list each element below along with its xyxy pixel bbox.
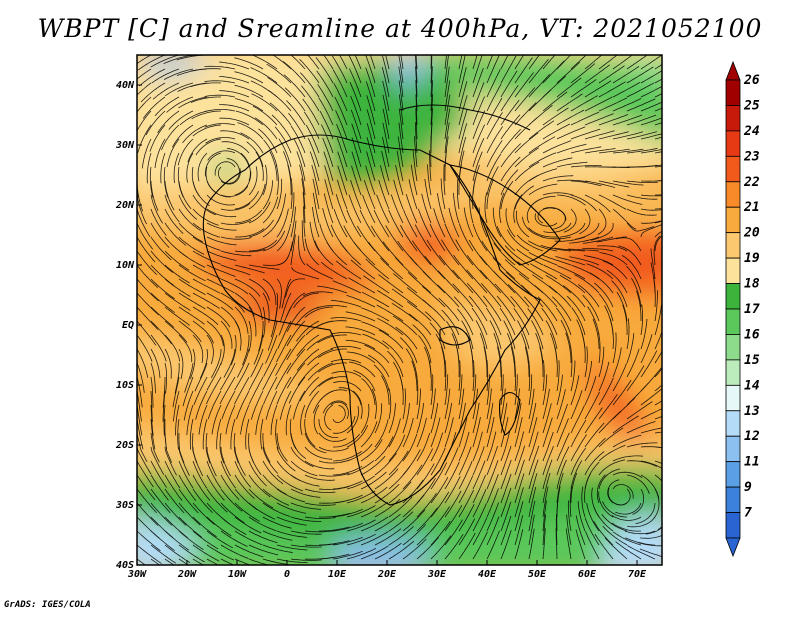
colorbar-swatch [725, 435, 741, 463]
lat-tick-label: 30N [115, 140, 135, 151]
colorbar-swatch [725, 206, 741, 234]
colorbar-label: 24 [743, 124, 760, 139]
colorbar-label: 7 [744, 506, 752, 521]
colorbar-swatch [725, 155, 741, 183]
chart-title: WBPT [C] and Sreamline at 400hPa, VT: 20… [37, 14, 763, 43]
grads-credit: GrADS: IGES/COLA [4, 600, 91, 610]
colorbar-label: 9 [744, 480, 752, 495]
lat-tick-label: 40S [116, 560, 134, 571]
colorbar-swatch [725, 486, 741, 513]
lon-tick-label: 70E [628, 569, 647, 580]
colorbar-swatch [725, 283, 741, 310]
lon-axis: 30W 20W 10W 0 10E 20E 30E 40E 50E 60E 70E [127, 560, 647, 580]
lat-tick-label: 10N [116, 260, 135, 271]
lon-tick-label: 0 [284, 569, 290, 580]
colorbar: 26 25 24 23 22 21 20 19 18 17 16 15 14 13 12 11 9 7 [725, 60, 760, 558]
lon-tick-label: 60E [578, 569, 597, 580]
lon-tick-label: 20E [377, 569, 397, 580]
colorbar-label: 17 [744, 302, 760, 317]
lon-tick-label: 50E [528, 569, 547, 580]
colorbar-label: 18 [744, 277, 760, 292]
colorbar-label: 26 [743, 73, 760, 88]
lat-tick-label: 10S [116, 380, 134, 391]
colorbar-label: 14 [744, 378, 760, 393]
lat-tick-label: EQ [122, 320, 134, 331]
lon-tick-label: 10W [228, 569, 247, 580]
lat-axis: 40S 30S 20S 10S EQ 10N 20N 30N 40N [115, 80, 142, 571]
colorbar-swatch [725, 334, 741, 361]
colorbar-swatch [725, 105, 741, 132]
lon-tick-label: 40E [478, 569, 497, 580]
lat-tick-label: 40N [116, 80, 135, 91]
colorbar-swatch [725, 512, 741, 539]
colorbar-swatch [725, 181, 741, 208]
colorbar-swatch [725, 359, 741, 386]
lat-tick-label: 30S [115, 500, 134, 511]
colorbar-label: 23 [743, 149, 760, 164]
colorbar-label: 19 [744, 251, 760, 266]
colorbar-label: 12 [744, 429, 760, 444]
colorbar-label: 13 [744, 404, 760, 419]
colorbar-swatch [725, 130, 741, 157]
colorbar-label: 22 [743, 175, 760, 190]
colorbar-label: 20 [743, 226, 760, 241]
lon-tick-label: 30E [427, 569, 447, 580]
colorbar-swatch [725, 410, 741, 437]
wbpt-field [137, 55, 662, 565]
map-frame [136, 54, 663, 566]
lat-tick-label: 20N [115, 200, 135, 211]
lon-tick-label: 10E [328, 569, 347, 580]
colorbar-swatch [725, 308, 741, 335]
colorbar-swatch [725, 384, 741, 412]
lat-tick-label: 20S [115, 440, 134, 451]
colorbar-swatch [725, 232, 741, 259]
colorbar-label: 21 [743, 200, 760, 215]
colorbar-label: 15 [744, 353, 760, 368]
coastlines [202, 104, 561, 506]
colorbar-swatch [725, 257, 741, 284]
colorbar-top-arrow [725, 60, 741, 81]
lon-tick-label: 20W [177, 569, 197, 580]
colorbar-bottom-arrow [725, 537, 741, 558]
colorbar-swatch [725, 79, 741, 106]
colorbar-label: 16 [744, 327, 760, 342]
lon-tick-label: 30W [127, 569, 147, 580]
colorbar-label: 25 [743, 98, 760, 113]
colorbar-swatch [725, 461, 741, 488]
colorbar-label: 11 [744, 455, 760, 470]
